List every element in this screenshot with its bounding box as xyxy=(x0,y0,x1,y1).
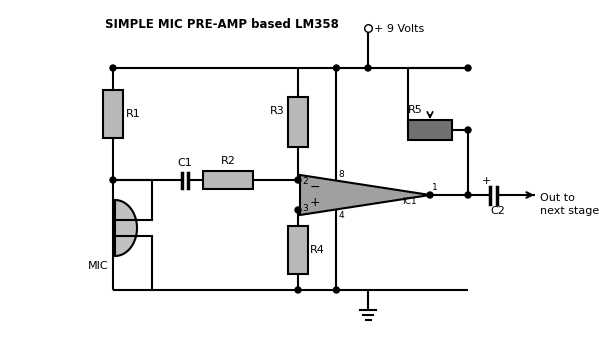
Text: 3: 3 xyxy=(302,204,308,213)
Circle shape xyxy=(465,127,471,133)
Text: C1: C1 xyxy=(178,157,192,167)
Circle shape xyxy=(427,192,433,198)
Text: −: − xyxy=(310,181,320,193)
Text: 2: 2 xyxy=(302,177,308,186)
Polygon shape xyxy=(115,200,137,256)
Bar xyxy=(288,226,308,274)
Polygon shape xyxy=(300,175,430,215)
Text: R5: R5 xyxy=(408,105,423,115)
Circle shape xyxy=(465,65,471,71)
Circle shape xyxy=(295,177,301,183)
Bar xyxy=(408,120,452,140)
Circle shape xyxy=(295,287,301,293)
Bar xyxy=(288,97,308,146)
Text: +: + xyxy=(482,175,491,185)
Text: R1: R1 xyxy=(126,109,141,119)
Text: + 9 Volts: + 9 Volts xyxy=(374,24,424,34)
Text: +: + xyxy=(310,197,320,209)
Text: R3: R3 xyxy=(270,107,285,117)
Text: 8: 8 xyxy=(338,170,344,179)
Text: R4: R4 xyxy=(310,245,325,255)
Circle shape xyxy=(110,65,116,71)
Bar xyxy=(103,90,123,138)
Text: IC1: IC1 xyxy=(402,197,417,206)
Text: 4: 4 xyxy=(338,211,344,220)
Text: MIC: MIC xyxy=(88,261,108,271)
Circle shape xyxy=(465,192,471,198)
Text: C2: C2 xyxy=(491,207,506,217)
Text: 1: 1 xyxy=(432,182,438,191)
Circle shape xyxy=(365,65,371,71)
Circle shape xyxy=(295,207,301,213)
Bar xyxy=(203,171,253,189)
Circle shape xyxy=(110,177,116,183)
Text: R2: R2 xyxy=(220,156,235,166)
Circle shape xyxy=(334,65,340,71)
Text: Out to
next stage.: Out to next stage. xyxy=(540,193,599,216)
Text: SIMPLE MIC PRE-AMP based LM358: SIMPLE MIC PRE-AMP based LM358 xyxy=(105,18,339,31)
Circle shape xyxy=(334,287,340,293)
